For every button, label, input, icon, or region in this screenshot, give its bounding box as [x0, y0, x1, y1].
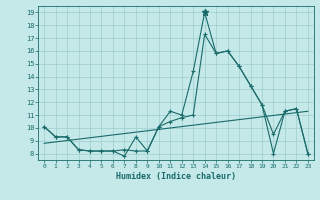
X-axis label: Humidex (Indice chaleur): Humidex (Indice chaleur) — [116, 172, 236, 181]
